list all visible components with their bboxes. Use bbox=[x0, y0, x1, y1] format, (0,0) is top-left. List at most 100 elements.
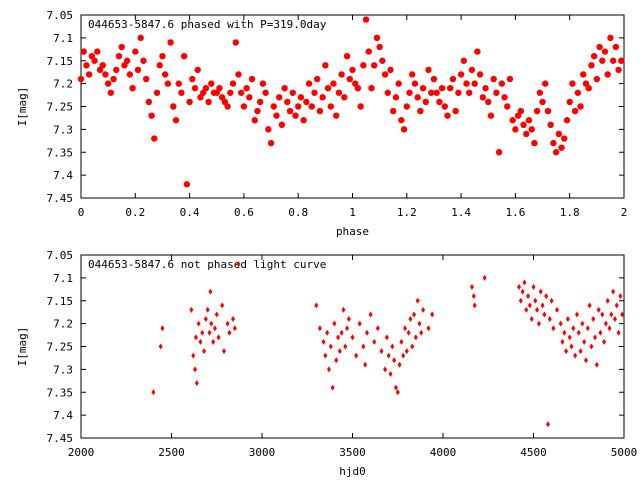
x-tick-label: 2000 bbox=[68, 446, 95, 459]
data-point bbox=[286, 107, 294, 115]
data-point bbox=[390, 343, 395, 350]
data-point bbox=[360, 62, 367, 69]
data-point bbox=[194, 380, 199, 387]
data-point bbox=[372, 338, 377, 345]
data-point bbox=[270, 103, 277, 110]
x-axis-label: phase bbox=[336, 225, 369, 238]
data-point bbox=[381, 71, 389, 78]
data-point bbox=[547, 316, 552, 323]
data-point bbox=[444, 112, 451, 119]
data-point bbox=[205, 98, 212, 106]
x-tick-label: 1.2 bbox=[397, 206, 417, 219]
data-point bbox=[571, 107, 579, 115]
data-point bbox=[482, 85, 489, 92]
data-point bbox=[539, 98, 546, 106]
data-point bbox=[77, 75, 85, 83]
data-point bbox=[350, 334, 355, 341]
data-point bbox=[574, 311, 579, 318]
data-point bbox=[175, 80, 182, 87]
data-point bbox=[325, 329, 330, 336]
data-point bbox=[411, 80, 419, 87]
data-point bbox=[292, 112, 299, 119]
data-point bbox=[275, 94, 283, 101]
data-point bbox=[520, 288, 525, 295]
y-tick-label: 7.35 bbox=[47, 386, 74, 399]
data-point bbox=[603, 320, 608, 327]
y-tick-label: 7.25 bbox=[47, 341, 74, 354]
data-point bbox=[476, 71, 484, 78]
data-point bbox=[363, 361, 368, 368]
x-tick-label: 3000 bbox=[249, 446, 276, 459]
data-point bbox=[412, 311, 417, 318]
data-point bbox=[140, 57, 147, 64]
data-point bbox=[430, 75, 438, 83]
data-point bbox=[170, 103, 177, 110]
y-tick-label: 7.45 bbox=[47, 432, 74, 445]
data-point bbox=[364, 329, 369, 336]
data-point bbox=[618, 57, 625, 64]
data-point bbox=[198, 338, 203, 345]
x-tick-label: 2500 bbox=[158, 446, 185, 459]
data-point bbox=[574, 89, 582, 96]
data-point bbox=[178, 89, 185, 96]
data-point bbox=[151, 135, 158, 142]
data-point bbox=[593, 75, 601, 83]
data-point bbox=[426, 325, 431, 332]
data-point bbox=[300, 117, 307, 124]
data-point bbox=[368, 85, 375, 92]
data-point bbox=[205, 306, 210, 313]
data-point bbox=[605, 297, 610, 304]
data-point bbox=[436, 98, 443, 106]
data-point bbox=[189, 306, 194, 313]
data-point bbox=[379, 57, 386, 64]
data-point bbox=[403, 103, 410, 110]
data-point bbox=[400, 126, 408, 133]
data-point bbox=[612, 316, 617, 323]
x-tick-label: 5000 bbox=[611, 446, 638, 459]
data-point bbox=[180, 52, 188, 60]
data-point bbox=[375, 325, 380, 332]
data-point bbox=[305, 80, 313, 87]
data-point bbox=[337, 348, 342, 355]
data-point bbox=[609, 311, 614, 318]
data-point bbox=[191, 352, 196, 359]
y-axis-label: I[mag] bbox=[16, 87, 29, 127]
plot-frame bbox=[80, 14, 625, 199]
data-point bbox=[129, 85, 136, 92]
data-point bbox=[466, 89, 473, 96]
data-point bbox=[319, 94, 326, 101]
data-point bbox=[343, 343, 348, 350]
data-point bbox=[585, 325, 590, 332]
data-point bbox=[474, 48, 481, 55]
data-point bbox=[607, 325, 612, 332]
data-point bbox=[517, 284, 522, 291]
y-tick-label: 7.4 bbox=[53, 169, 73, 182]
data-point bbox=[535, 306, 540, 313]
data-point bbox=[614, 302, 619, 309]
data-point bbox=[493, 89, 500, 96]
data-point bbox=[582, 338, 587, 345]
data-point bbox=[172, 117, 180, 124]
data-point bbox=[284, 98, 291, 106]
data-point bbox=[83, 62, 90, 69]
data-point bbox=[189, 75, 196, 83]
data-point bbox=[107, 89, 115, 96]
data-point bbox=[469, 284, 474, 291]
data-point bbox=[447, 85, 454, 92]
data-point bbox=[596, 43, 603, 51]
data-point bbox=[349, 66, 356, 74]
data-point bbox=[303, 98, 310, 106]
data-point bbox=[262, 89, 269, 96]
data-point bbox=[580, 71, 587, 78]
y-tick-label: 7.1 bbox=[53, 272, 73, 285]
data-point bbox=[368, 311, 373, 318]
data-point bbox=[361, 343, 366, 350]
data-point bbox=[525, 117, 533, 124]
data-point bbox=[495, 149, 503, 156]
data-point bbox=[392, 94, 400, 101]
data-point bbox=[452, 107, 459, 115]
y-tick-label: 7.2 bbox=[53, 318, 73, 331]
data-point bbox=[558, 320, 563, 327]
data-point bbox=[383, 366, 388, 373]
data-point bbox=[110, 75, 117, 83]
